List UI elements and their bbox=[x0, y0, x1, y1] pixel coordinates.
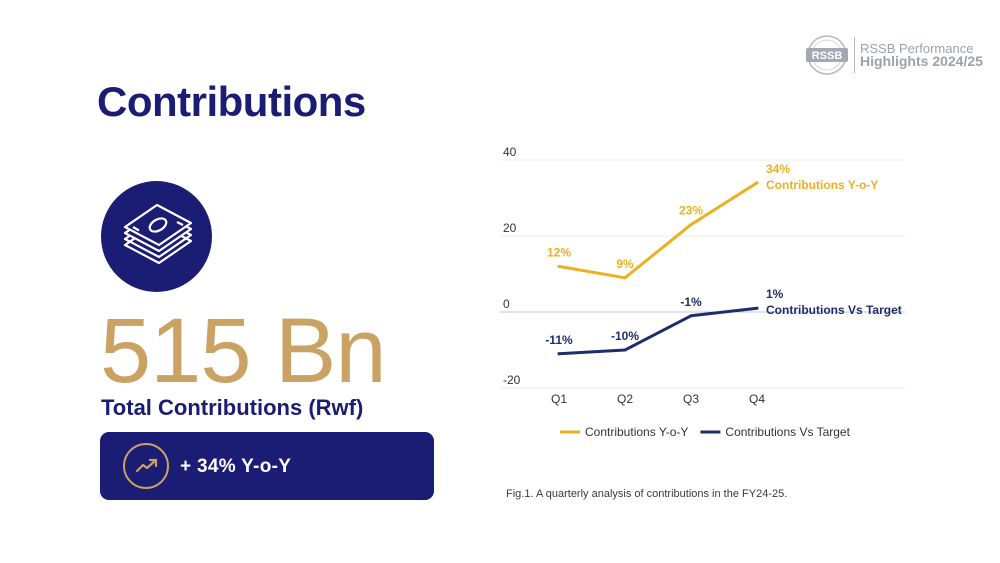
kpi-value: 515 Bn bbox=[100, 300, 387, 402]
data-label: 34% bbox=[766, 162, 790, 176]
legend-label: Contributions Y-o-Y bbox=[585, 425, 688, 439]
data-label: -11% bbox=[545, 333, 573, 347]
data-point bbox=[689, 314, 693, 318]
page-title: Contributions bbox=[97, 78, 366, 125]
x-tick-label: Q1 bbox=[551, 392, 567, 406]
data-point bbox=[557, 352, 561, 356]
rssb-seal-icon: RSSB bbox=[806, 35, 848, 75]
series-line bbox=[557, 181, 759, 280]
data-label: 23% bbox=[679, 204, 703, 218]
data-label: 12% bbox=[547, 245, 571, 259]
growth-badge: + 34% Y-o-Y bbox=[100, 432, 434, 500]
x-tick-label: Q2 bbox=[617, 392, 633, 406]
growth-text: + 34% Y-o-Y bbox=[180, 456, 292, 477]
series-line bbox=[557, 306, 759, 356]
contributions-line-chart: 40 20 0 -20 Q1 Q2 Q3 Q4 12% 9% 23% 34% Contributions… bbox=[500, 145, 905, 439]
x-tick-label: Q4 bbox=[749, 392, 765, 406]
y-tick-label: 40 bbox=[503, 145, 517, 159]
logo-line-2: Highlights 2024/25 bbox=[860, 53, 983, 69]
data-label: 9% bbox=[616, 257, 634, 271]
data-point bbox=[755, 181, 759, 185]
x-tick-label: Q3 bbox=[683, 392, 699, 406]
y-tick-label: 0 bbox=[503, 297, 510, 311]
money-icon-badge bbox=[101, 181, 212, 292]
data-point bbox=[557, 264, 561, 268]
kpi-caption: Total Contributions (Rwf) bbox=[101, 395, 364, 420]
data-point bbox=[689, 223, 693, 227]
money-stack-icon bbox=[123, 203, 193, 265]
series-end-label: Contributions Y-o-Y bbox=[766, 178, 878, 192]
figure-caption: Fig.1. A quarterly analysis of contribut… bbox=[506, 488, 788, 500]
data-point bbox=[623, 348, 627, 352]
y-tick-label: 20 bbox=[503, 221, 517, 235]
legend-label: Contributions Vs Target bbox=[725, 425, 850, 439]
data-label: -1% bbox=[680, 295, 702, 309]
trending-up-icon bbox=[135, 458, 158, 473]
data-point bbox=[755, 306, 759, 310]
logo-seal-text: RSSB bbox=[812, 50, 843, 62]
logo-line-1: RSSB Performance bbox=[860, 41, 974, 56]
data-point bbox=[623, 276, 627, 280]
rssb-logo: RSSB RSSB Performance Highlights 2024/25 bbox=[804, 34, 983, 76]
series-end-label: Contributions Vs Target bbox=[766, 303, 902, 317]
y-tick-label: -20 bbox=[503, 373, 521, 387]
data-label: 1% bbox=[766, 287, 784, 301]
growth-icon-ring bbox=[123, 443, 169, 489]
data-label: -10% bbox=[611, 329, 639, 343]
